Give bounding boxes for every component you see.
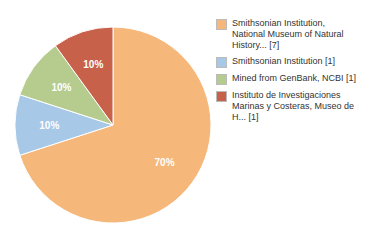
html-text:Marinas y Costeras, Museo de: Marinas y Costeras, Museo de [232,101,355,111]
html-text:Instituto de Investigaciones: Instituto de Investigaciones [232,90,341,100]
svg-text:70%: 70% [155,157,175,168]
html-text:H... [1]: H... [1] [232,112,259,122]
svg-text:10%: 10% [39,120,59,131]
html-text:National Museum of Natural: National Museum of Natural [232,29,344,39]
html-text:Smithsonian Institution,: Smithsonian Institution, [232,18,326,28]
html-text:History... [7]: History... [7] [232,40,280,50]
svg-text:10%: 10% [83,59,103,70]
html-text:Mined from GenBank, NCBI [1]: Mined from GenBank, NCBI [1] [232,73,357,83]
html-text:Smithsonian Institution [1]: Smithsonian Institution [1] [232,56,336,66]
svg-text:10%: 10% [51,82,71,93]
